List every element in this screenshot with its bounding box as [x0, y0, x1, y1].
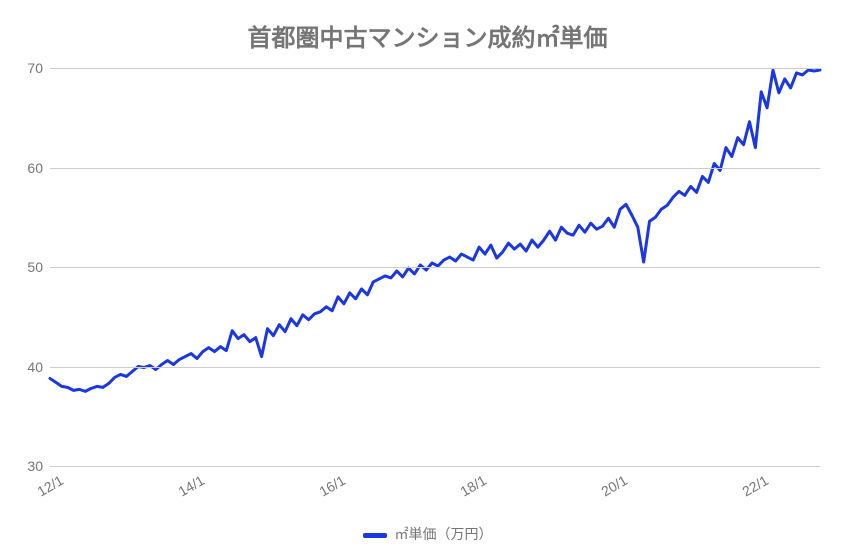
gridline [50, 267, 820, 268]
y-tick-label: 70 [3, 60, 43, 76]
x-tick-label: 12/1 [15, 472, 66, 511]
x-tick-label: 22/1 [720, 472, 771, 511]
chart-title: 首都圏中古マンション成約㎡単価 [0, 18, 855, 53]
x-tick-label: 18/1 [438, 472, 489, 511]
chart-container: 首都圏中古マンション成約㎡単価 ㎡単価（万円） 30 40 50 60 70 12/1 14… [0, 0, 855, 554]
y-tick-label: 50 [3, 259, 43, 275]
x-tick-label: 14/1 [156, 472, 207, 511]
x-tick-label: 16/1 [297, 472, 348, 511]
legend: ㎡単価（万円） [0, 524, 855, 544]
x-tick-label: 20/1 [579, 472, 630, 511]
legend-swatch [363, 533, 387, 538]
data-line [50, 70, 820, 391]
plot-area [50, 68, 820, 466]
gridline [50, 466, 820, 467]
gridline [50, 68, 820, 69]
y-tick-label: 40 [3, 359, 43, 375]
gridline [50, 367, 820, 368]
y-tick-label: 30 [3, 458, 43, 474]
legend-label: ㎡単価（万円） [395, 526, 493, 542]
gridline [50, 168, 820, 169]
y-tick-label: 60 [3, 160, 43, 176]
